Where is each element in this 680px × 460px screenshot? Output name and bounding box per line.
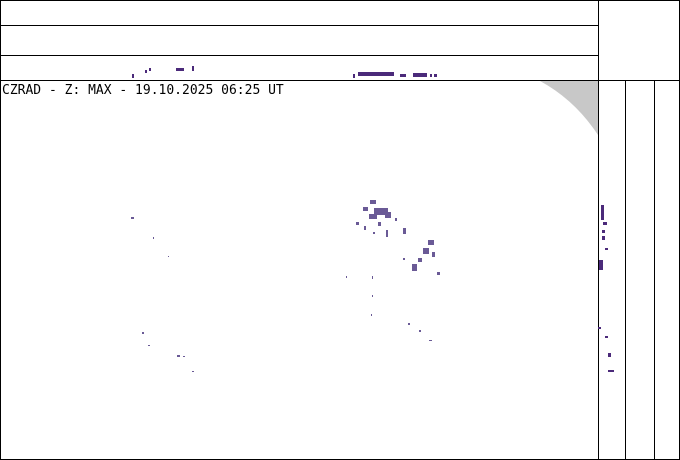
coverage-edge: [540, 81, 598, 135]
product-title: CZRAD - Z: MAX - 19.10.2025 06:25 UT: [2, 83, 284, 98]
top-profile-echoes: [132, 66, 437, 78]
side-profile-echoes: [598, 205, 614, 372]
radar-echoes: [131, 200, 440, 372]
